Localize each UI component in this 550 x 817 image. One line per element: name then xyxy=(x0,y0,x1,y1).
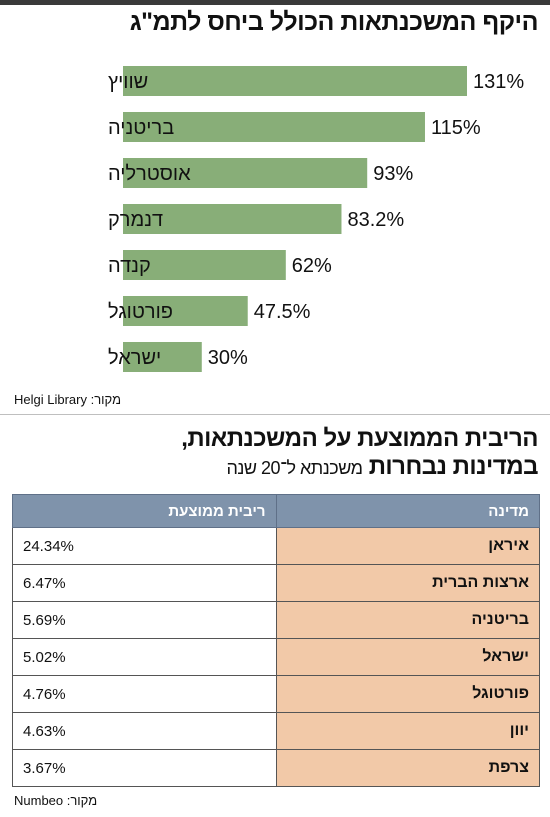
chart2-title-line2-wrap: במדינות נבחרות משכנתא ל־20 שנה xyxy=(8,453,538,482)
country-cell: בריטניה xyxy=(275,601,540,639)
bar-1 xyxy=(123,112,425,142)
table-row: איראן 24.34% xyxy=(12,527,540,565)
value-label-5: 47.5% xyxy=(254,301,311,323)
country-cell: צרפת xyxy=(275,749,540,787)
table-row: ארצות הברית 6.47% xyxy=(12,564,540,602)
category-label-6: ישראל xyxy=(108,347,161,369)
rate-cell: 4.63% xyxy=(12,712,277,750)
chart2-title-line2: במדינות נבחרות xyxy=(368,453,539,480)
rate-cell: 4.76% xyxy=(12,675,277,713)
rate-cell: 3.67% xyxy=(12,749,277,787)
column-header-rate: ריבית ממוצעת xyxy=(12,494,277,528)
source-helgi: מקור: Helgi Library xyxy=(14,392,122,407)
value-label-0: 131% xyxy=(473,71,524,93)
value-label-3: 83.2% xyxy=(347,209,404,231)
category-label-1: בריטניה xyxy=(108,117,174,139)
chart1-title: היקף המשכנתאות הכולל ביחס לתמ"ג xyxy=(129,8,539,36)
bar-4 xyxy=(123,250,286,280)
value-label-1: 115% xyxy=(431,117,481,139)
category-label-5: פורטוגל xyxy=(108,301,173,323)
rate-cell: 24.34% xyxy=(12,527,277,565)
chart2-title-line1: הריבית הממוצעת על המשכנתאות, xyxy=(181,425,538,452)
table-row: ישראל 5.02% xyxy=(12,638,540,676)
table-row: בריטניה 5.69% xyxy=(12,601,540,639)
bar-5 xyxy=(123,296,248,326)
column-header-country: מדינה xyxy=(275,494,540,528)
table-body: איראן 24.34% ארצות הברית 6.47% בריטניה 5.69% י… xyxy=(12,527,540,787)
rate-cell: 6.47% xyxy=(12,564,277,602)
section-divider xyxy=(0,414,550,415)
interest-rate-table: מדינה ריבית ממוצעת איראן 24.34% ארצות הברי… xyxy=(12,494,540,787)
rate-cell: 5.69% xyxy=(12,601,277,639)
category-label-0: שוויץ xyxy=(108,71,148,93)
country-cell: ישראל xyxy=(275,638,540,676)
bar-6 xyxy=(123,342,202,372)
country-cell: ארצות הברית xyxy=(275,564,540,602)
country-cell: יוון xyxy=(275,712,540,750)
top-decorative-strip xyxy=(0,0,550,5)
chart2-subtitle: משכנתא ל־20 שנה xyxy=(226,458,363,478)
country-cell: פורטוגל xyxy=(275,675,540,713)
rate-cell: 5.02% xyxy=(12,638,277,676)
table-row: יוון 4.63% xyxy=(12,712,540,750)
source-numbeo: מקור: Numbeo xyxy=(14,793,98,808)
chart2-title: הריבית הממוצעת על המשכנתאות, במדינות נבח… xyxy=(8,425,538,482)
table-row: פורטוגל 4.76% xyxy=(12,675,540,713)
bar-3 xyxy=(123,204,342,234)
value-label-4: 62% xyxy=(292,255,332,277)
category-label-3: דנמרק xyxy=(108,209,163,231)
value-label-2: 93% xyxy=(373,163,413,185)
table-row: צרפת 3.67% xyxy=(12,749,540,787)
bar-2 xyxy=(123,158,368,188)
table-header-row: מדינה ריבית ממוצעת xyxy=(12,494,540,528)
mortgage-to-gdp-bar-chart: שוויץ 131% בריטניה 115% אוסטרליה 93% דנמרק 83.2… xyxy=(108,66,524,372)
bar-0 xyxy=(123,66,467,96)
value-label-6: 30% xyxy=(208,347,248,369)
category-label-4: קנדה xyxy=(108,255,151,277)
category-label-2: אוסטרליה xyxy=(108,163,191,185)
country-cell: איראן xyxy=(275,527,540,565)
